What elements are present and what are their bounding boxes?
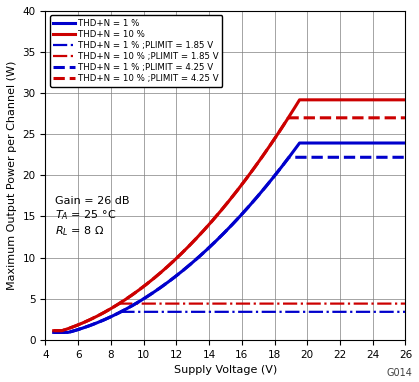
THD+N = 1 % ;PLIMIT = 4.25 V — [371, 155, 376, 160]
Line: THD+N = 1 %: THD+N = 1 % — [54, 143, 406, 332]
Line: THD+N = 10 % ;PLIMIT = 1.85 V: THD+N = 10 % ;PLIMIT = 1.85 V — [54, 304, 406, 331]
THD+N = 1 % — [349, 141, 354, 145]
THD+N = 1 % ;PLIMIT = 4.25 V — [259, 189, 264, 194]
THD+N = 10 % — [371, 97, 376, 102]
Line: THD+N = 1 % ;PLIMIT = 1.85 V: THD+N = 1 % ;PLIMIT = 1.85 V — [54, 312, 406, 332]
Line: THD+N = 10 %: THD+N = 10 % — [54, 100, 406, 331]
THD+N = 1 % ;PLIMIT = 4.25 V — [52, 330, 57, 335]
THD+N = 1 % ;PLIMIT = 4.25 V — [403, 155, 408, 160]
Legend: THD+N = 1 %, THD+N = 10 %, THD+N = 1 % ;PLIMIT = 1.85 V, THD+N = 10 % ;PLIMIT = : THD+N = 1 %, THD+N = 10 %, THD+N = 1 % ;… — [50, 15, 222, 87]
THD+N = 10 % ;PLIMIT = 4.25 V — [371, 115, 376, 120]
THD+N = 10 % ;PLIMIT = 1.85 V — [117, 301, 122, 306]
THD+N = 1 % — [403, 141, 408, 145]
Line: THD+N = 1 % ;PLIMIT = 4.25 V: THD+N = 1 % ;PLIMIT = 4.25 V — [54, 157, 406, 332]
THD+N = 10 % — [259, 155, 264, 159]
THD+N = 10 % ;PLIMIT = 4.25 V — [287, 115, 292, 120]
THD+N = 1 % ;PLIMIT = 1.85 V — [51, 330, 56, 335]
Text: Gain = 26 dB
$T_A$ = 25 °C
$R_L$ = 8 Ω: Gain = 26 dB $T_A$ = 25 °C $R_L$ = 8 Ω — [55, 196, 130, 238]
THD+N = 10 % ;PLIMIT = 4.25 V — [349, 115, 354, 120]
Y-axis label: Maximum Output Power per Channel (W): Maximum Output Power per Channel (W) — [7, 61, 17, 290]
THD+N = 1 % ;PLIMIT = 1.85 V — [371, 309, 376, 314]
THD+N = 1 % ;PLIMIT = 4.25 V — [51, 330, 56, 335]
THD+N = 10 % ;PLIMIT = 1.85 V — [51, 329, 56, 333]
THD+N = 1 % ;PLIMIT = 1.85 V — [52, 330, 57, 335]
THD+N = 10 % — [51, 329, 56, 333]
THD+N = 10 % ;PLIMIT = 4.25 V — [51, 329, 56, 333]
THD+N = 1 % ;PLIMIT = 4.25 V — [266, 180, 272, 185]
THD+N = 1 % — [266, 180, 272, 185]
THD+N = 1 % — [52, 330, 57, 335]
THD+N = 10 % — [297, 97, 302, 102]
THD+N = 1 % ;PLIMIT = 4.25 V — [349, 155, 354, 160]
THD+N = 10 % — [52, 329, 57, 333]
THD+N = 10 % ;PLIMIT = 1.85 V — [403, 301, 408, 306]
THD+N = 1 % — [297, 141, 302, 145]
THD+N = 1 % — [371, 141, 376, 145]
Line: THD+N = 10 % ;PLIMIT = 4.25 V: THD+N = 10 % ;PLIMIT = 4.25 V — [54, 118, 406, 331]
THD+N = 10 % ;PLIMIT = 4.25 V — [261, 153, 266, 158]
THD+N = 10 % ;PLIMIT = 1.85 V — [349, 301, 354, 306]
THD+N = 10 % ;PLIMIT = 1.85 V — [371, 301, 376, 306]
Text: G014: G014 — [387, 368, 413, 378]
THD+N = 1 % ;PLIMIT = 1.85 V — [261, 309, 266, 314]
THD+N = 10 % ;PLIMIT = 4.25 V — [259, 155, 264, 159]
THD+N = 10 % ;PLIMIT = 1.85 V — [52, 329, 57, 333]
THD+N = 1 % — [259, 189, 264, 194]
THD+N = 10 % — [266, 145, 272, 149]
THD+N = 1 % — [261, 188, 266, 192]
THD+N = 1 % ;PLIMIT = 1.85 V — [349, 309, 354, 314]
THD+N = 10 % — [403, 97, 408, 102]
THD+N = 10 % ;PLIMIT = 1.85 V — [262, 301, 267, 306]
THD+N = 10 % ;PLIMIT = 4.25 V — [52, 329, 57, 333]
THD+N = 1 % ;PLIMIT = 1.85 V — [403, 309, 408, 314]
THD+N = 10 % ;PLIMIT = 4.25 V — [266, 145, 272, 149]
THD+N = 1 % ;PLIMIT = 1.85 V — [119, 309, 124, 314]
THD+N = 1 % ;PLIMIT = 4.25 V — [287, 155, 292, 160]
THD+N = 10 % ;PLIMIT = 1.85 V — [268, 301, 273, 306]
THD+N = 10 % ;PLIMIT = 4.25 V — [403, 115, 408, 120]
THD+N = 10 % ;PLIMIT = 1.85 V — [261, 301, 266, 306]
THD+N = 1 % ;PLIMIT = 4.25 V — [261, 188, 266, 192]
THD+N = 1 % ;PLIMIT = 1.85 V — [268, 309, 273, 314]
THD+N = 10 % — [349, 97, 354, 102]
THD+N = 10 % — [261, 153, 266, 158]
THD+N = 1 % — [51, 330, 56, 335]
THD+N = 1 % ;PLIMIT = 1.85 V — [262, 309, 267, 314]
X-axis label: Supply Voltage (V): Supply Voltage (V) — [174, 365, 277, 375]
